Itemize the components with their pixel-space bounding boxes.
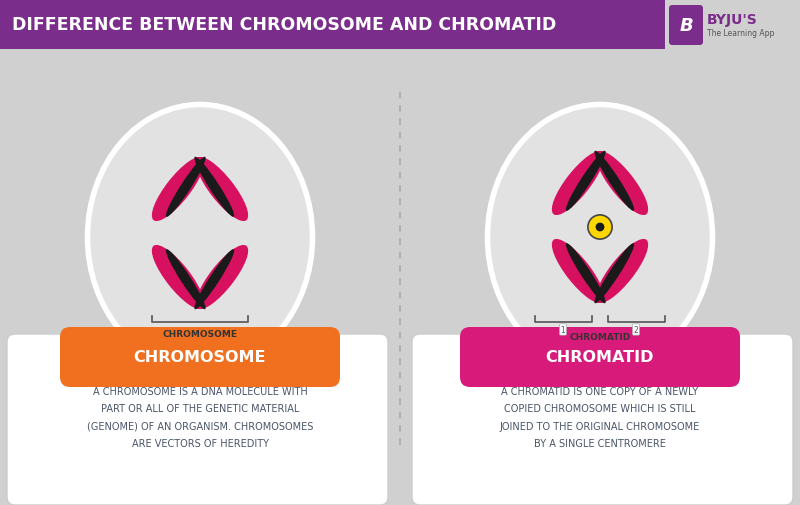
Ellipse shape [166, 249, 206, 310]
Ellipse shape [596, 239, 648, 304]
FancyBboxPatch shape [7, 334, 388, 505]
Ellipse shape [594, 243, 634, 304]
Ellipse shape [194, 249, 234, 310]
Circle shape [588, 216, 612, 240]
Text: 2: 2 [634, 325, 638, 334]
Text: 1: 1 [561, 325, 566, 334]
FancyBboxPatch shape [0, 0, 670, 50]
Text: DIFFERENCE BETWEEN CHROMOSOME AND CHROMATID: DIFFERENCE BETWEEN CHROMOSOME AND CHROMA… [12, 16, 556, 34]
Text: CHROMOSOME: CHROMOSOME [134, 350, 266, 365]
Text: BYJU'S: BYJU'S [707, 13, 758, 27]
Ellipse shape [196, 158, 248, 222]
Text: CHROMOSOME: CHROMOSOME [162, 329, 238, 338]
Ellipse shape [87, 105, 313, 370]
Text: The Learning App: The Learning App [707, 28, 774, 37]
FancyBboxPatch shape [665, 0, 800, 50]
Ellipse shape [487, 105, 713, 370]
Text: B: B [679, 17, 693, 35]
Ellipse shape [166, 158, 206, 218]
Text: CHROMATID: CHROMATID [570, 332, 630, 341]
Ellipse shape [594, 152, 634, 212]
Ellipse shape [596, 152, 648, 216]
Text: CHROMATID: CHROMATID [546, 350, 654, 365]
Ellipse shape [152, 245, 204, 310]
Ellipse shape [566, 152, 606, 212]
FancyBboxPatch shape [60, 327, 340, 387]
Ellipse shape [552, 239, 604, 304]
FancyBboxPatch shape [460, 327, 740, 387]
Ellipse shape [552, 152, 604, 216]
Ellipse shape [196, 245, 248, 310]
Ellipse shape [194, 158, 234, 218]
Ellipse shape [566, 243, 606, 304]
Text: A CHROMATID IS ONE COPY OF A NEWLY
COPIED CHROMOSOME WHICH IS STILL
JOINED TO TH: A CHROMATID IS ONE COPY OF A NEWLY COPIE… [500, 386, 700, 448]
FancyBboxPatch shape [412, 334, 793, 505]
FancyBboxPatch shape [669, 6, 703, 46]
Ellipse shape [152, 158, 204, 222]
Circle shape [595, 223, 605, 232]
Text: A CHROMOSOME IS A DNA MOLECULE WITH
PART OR ALL OF THE GENETIC MATERIAL
(GENOME): A CHROMOSOME IS A DNA MOLECULE WITH PART… [87, 386, 313, 448]
